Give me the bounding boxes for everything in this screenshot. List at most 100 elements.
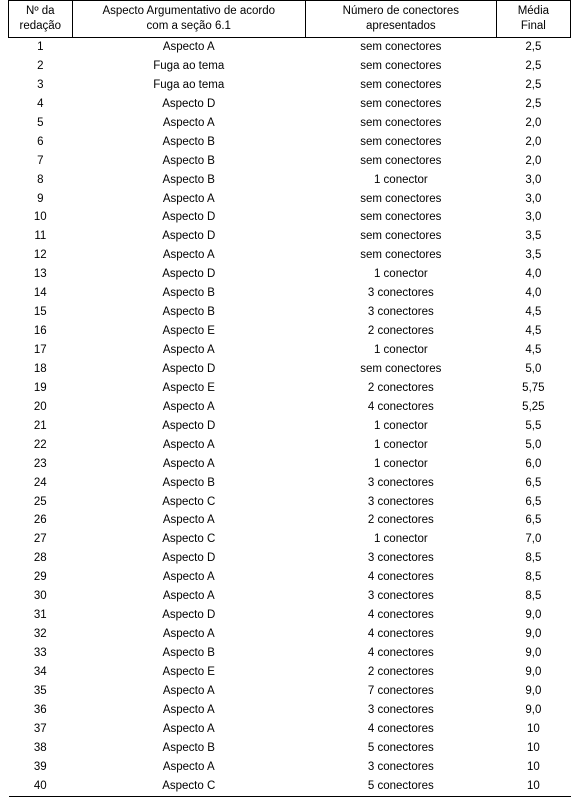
cell-conectores: 2 conectores [305, 322, 496, 341]
table-row: 3Fuga ao temasem conectores2,5 [9, 76, 571, 95]
cell-num: 26 [9, 511, 73, 530]
cell-media: 9,0 [496, 606, 570, 625]
cell-conectores: sem conectores [305, 114, 496, 133]
table-row: 24Aspecto B3 conectores6,5 [9, 474, 571, 493]
cell-num: 12 [9, 246, 73, 265]
cell-aspecto: Aspecto B [72, 474, 305, 493]
cell-media: 9,0 [496, 625, 570, 644]
cell-media: 9,0 [496, 682, 570, 701]
cell-media: 6,0 [496, 455, 570, 474]
table-row: 37Aspecto A4 conectores10 [9, 720, 571, 739]
cell-aspecto: Aspecto D [72, 417, 305, 436]
cell-media: 7,0 [496, 530, 570, 549]
cell-media: 3,0 [496, 190, 570, 209]
table-row: 22Aspecto A1 conector5,0 [9, 436, 571, 455]
cell-aspecto: Aspecto D [72, 208, 305, 227]
cell-num: 36 [9, 701, 73, 720]
cell-aspecto: Aspecto B [72, 739, 305, 758]
cell-conectores: 1 conector [305, 455, 496, 474]
cell-conectores: 4 conectores [305, 625, 496, 644]
cell-conectores: 4 conectores [305, 568, 496, 587]
cell-aspecto: Aspecto A [72, 436, 305, 455]
table-row: 14Aspecto B3 conectores4,0 [9, 284, 571, 303]
cell-media: 10 [496, 758, 570, 777]
cell-aspecto: Aspecto B [72, 303, 305, 322]
cell-conectores: 5 conectores [305, 739, 496, 758]
table-row: 16Aspecto E2 conectores4,5 [9, 322, 571, 341]
table-row: 36Aspecto A3 conectores9,0 [9, 701, 571, 720]
table-row: 12Aspecto Asem conectores3,5 [9, 246, 571, 265]
cell-aspecto: Aspecto A [72, 246, 305, 265]
cell-num: 20 [9, 398, 73, 417]
cell-num: 30 [9, 587, 73, 606]
cell-media: 5,25 [496, 398, 570, 417]
cell-media: 8,5 [496, 568, 570, 587]
table-head: Nº daredação Aspecto Argumentativo de ac… [9, 1, 571, 38]
table-row: 19Aspecto E2 conectores5,75 [9, 379, 571, 398]
col-header-conectores: Número de conectoresapresentados [305, 1, 496, 38]
cell-num: 24 [9, 474, 73, 493]
cell-num: 37 [9, 720, 73, 739]
cell-num: 32 [9, 625, 73, 644]
table-row: 18Aspecto Dsem conectores5,0 [9, 360, 571, 379]
cell-media: 2,0 [496, 152, 570, 171]
cell-num: 15 [9, 303, 73, 322]
col-header-aspecto: Aspecto Argumentativo de acordocom a seç… [72, 1, 305, 38]
cell-conectores: sem conectores [305, 360, 496, 379]
cell-num: 13 [9, 265, 73, 284]
cell-aspecto: Fuga ao tema [72, 76, 305, 95]
cell-media: 3,5 [496, 227, 570, 246]
cell-num: 2 [9, 57, 73, 76]
table-row: 4Aspecto Dsem conectores2,5 [9, 95, 571, 114]
cell-media: 5,75 [496, 379, 570, 398]
cell-conectores: 1 conector [305, 171, 496, 190]
table-row: 32Aspecto A4 conectores9,0 [9, 625, 571, 644]
cell-media: 5,0 [496, 436, 570, 455]
table-row: 39Aspecto A3 conectores10 [9, 758, 571, 777]
cell-media: 6,5 [496, 493, 570, 512]
cell-num: 40 [9, 777, 73, 796]
table-row: 21Aspecto D1 conector5,5 [9, 417, 571, 436]
cell-aspecto: Aspecto D [72, 606, 305, 625]
col-header-num: Nº daredação [9, 1, 73, 38]
cell-conectores: 3 conectores [305, 701, 496, 720]
cell-media: 5,0 [496, 360, 570, 379]
cell-num: 6 [9, 133, 73, 152]
table-row: 15Aspecto B3 conectores4,5 [9, 303, 571, 322]
cell-aspecto: Aspecto B [72, 152, 305, 171]
table-row: 10Aspecto Dsem conectores3,0 [9, 208, 571, 227]
cell-conectores: sem conectores [305, 227, 496, 246]
cell-conectores: sem conectores [305, 38, 496, 57]
cell-aspecto: Aspecto D [72, 95, 305, 114]
cell-aspecto: Aspecto A [72, 568, 305, 587]
table-row: 17Aspecto A1 conector4,5 [9, 341, 571, 360]
table-row: 35Aspecto A7 conectores9,0 [9, 682, 571, 701]
cell-media: 4,5 [496, 322, 570, 341]
table-row: 9Aspecto Asem conectores3,0 [9, 190, 571, 209]
cell-media: 2,5 [496, 57, 570, 76]
cell-num: 35 [9, 682, 73, 701]
cell-media: 9,0 [496, 663, 570, 682]
cell-num: 34 [9, 663, 73, 682]
cell-media: 2,5 [496, 76, 570, 95]
cell-aspecto: Aspecto B [72, 133, 305, 152]
cell-conectores: 5 conectores [305, 777, 496, 796]
cell-conectores: 4 conectores [305, 606, 496, 625]
cell-num: 4 [9, 95, 73, 114]
cell-conectores: sem conectores [305, 95, 496, 114]
cell-conectores: 1 conector [305, 530, 496, 549]
cell-num: 7 [9, 152, 73, 171]
cell-conectores: 3 conectores [305, 474, 496, 493]
cell-num: 25 [9, 493, 73, 512]
cell-aspecto: Aspecto A [72, 625, 305, 644]
cell-aspecto: Aspecto C [72, 493, 305, 512]
cell-conectores: 3 conectores [305, 587, 496, 606]
cell-media: 8,5 [496, 587, 570, 606]
cell-aspecto: Aspecto A [72, 701, 305, 720]
cell-aspecto: Aspecto A [72, 114, 305, 133]
cell-media: 3,0 [496, 171, 570, 190]
cell-num: 3 [9, 76, 73, 95]
cell-aspecto: Aspecto E [72, 663, 305, 682]
cell-conectores: 3 conectores [305, 284, 496, 303]
cell-media: 5,5 [496, 417, 570, 436]
